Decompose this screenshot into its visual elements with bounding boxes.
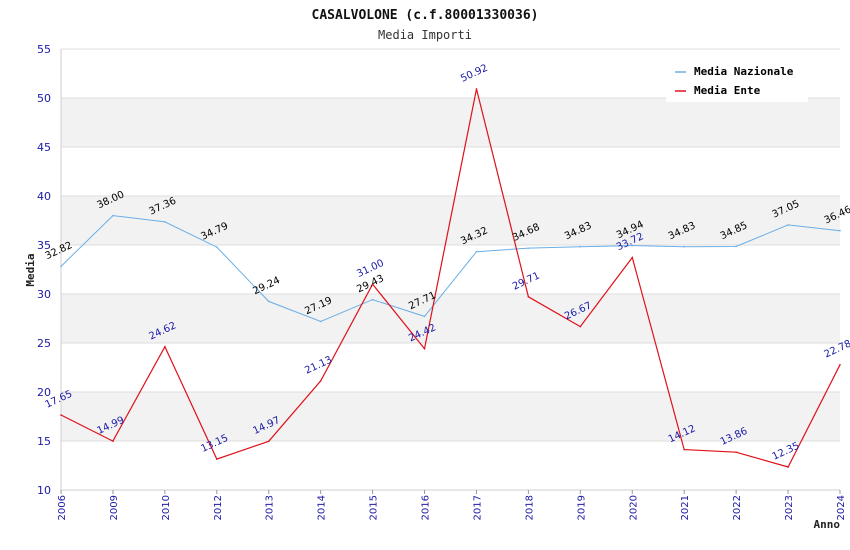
data-point (112, 214, 114, 217)
data-point (319, 380, 322, 382)
data-point (475, 88, 478, 90)
legend-box (666, 58, 808, 102)
y-tick-label: 55 (37, 43, 51, 56)
chart-subtitle: Media Importi (378, 28, 472, 42)
axes (60, 49, 841, 494)
data-point (787, 224, 789, 226)
data-point (735, 451, 737, 453)
x-tick-label: 2019 (576, 495, 587, 520)
data-point (423, 347, 426, 350)
x-tick-label: 2022 (732, 495, 743, 520)
y-axis-label: Media (24, 253, 37, 286)
y-tick-label: 45 (37, 141, 51, 154)
y-tick-label: 10 (37, 484, 51, 497)
data-point (475, 250, 478, 253)
data-label: 50.92 (459, 63, 490, 85)
data-point (216, 458, 218, 460)
legend-label-media-ente: Media Ente (694, 84, 761, 97)
data-point (683, 245, 685, 248)
y-tick-label: 40 (37, 190, 51, 203)
x-tick-label: 2014 (317, 495, 328, 520)
x-tick-labels: 2006 2009 2010 2012 2013 2014 2015 2016 2017 2018… (57, 495, 847, 520)
series-line-media-nazionale (60, 215, 841, 323)
data-point (267, 300, 270, 303)
x-tick-label: 2024 (836, 495, 847, 520)
x-tick-label: 2017 (472, 495, 483, 520)
x-tick-label: 2012 (213, 495, 224, 520)
series-lines (60, 88, 841, 468)
data-point (787, 466, 789, 468)
data-point (579, 325, 582, 328)
x-tick-label: 2023 (784, 495, 795, 520)
y-tick-label: 25 (37, 337, 51, 350)
data-point (60, 265, 62, 268)
x-tick-label: 2020 (628, 495, 639, 520)
data-label: 21.13 (303, 355, 334, 377)
data-point (423, 315, 426, 318)
legend-label-media-nazionale: Media Nazionale (694, 65, 794, 78)
data-point (112, 440, 114, 442)
data-point (735, 245, 737, 248)
data-point (371, 283, 374, 286)
data-point (164, 221, 166, 223)
y-tick-label: 50 (37, 92, 51, 105)
gridlines (61, 48, 840, 491)
data-point (631, 256, 634, 259)
grid-band (61, 294, 840, 343)
x-tick-label: 2021 (680, 495, 691, 520)
x-tick-label: 2006 (57, 495, 68, 520)
y-tick-labels: 10 15 20 25 30 35 40 45 50 55 (37, 43, 51, 497)
data-point (164, 345, 166, 348)
x-tick-label: 2018 (524, 495, 535, 520)
data-point (216, 246, 218, 248)
y-tick-label: 20 (37, 386, 51, 399)
chart-title: CASALVOLONE (c.f.80001330036) (312, 8, 539, 23)
data-point (60, 414, 62, 416)
data-point (631, 244, 634, 247)
data-point (319, 320, 322, 323)
data-label: 12.35 (771, 441, 802, 463)
data-point (527, 247, 530, 249)
grid-band (61, 98, 840, 147)
y-tick-label: 30 (37, 288, 51, 301)
y-tick-label: 15 (37, 435, 51, 448)
x-tick-label: 2013 (265, 495, 276, 520)
y-tick-label: 35 (37, 239, 51, 252)
x-axis-label: Anno (814, 518, 841, 531)
grid-band (61, 392, 840, 441)
series-line-media-ente (60, 88, 841, 468)
data-point (371, 298, 374, 301)
data-point (267, 440, 270, 443)
data-point (839, 363, 841, 366)
x-tick-label: 2010 (161, 495, 172, 520)
grid-bands (61, 98, 840, 441)
data-point (527, 296, 530, 298)
data-point (683, 448, 685, 451)
x-tick-label: 2009 (109, 495, 120, 520)
x-tick-label: 2015 (369, 495, 380, 520)
legend: Media Nazionale Media Ente (666, 58, 808, 102)
data-point (839, 229, 841, 232)
data-point (579, 245, 582, 248)
x-tick-label: 2016 (421, 495, 432, 520)
